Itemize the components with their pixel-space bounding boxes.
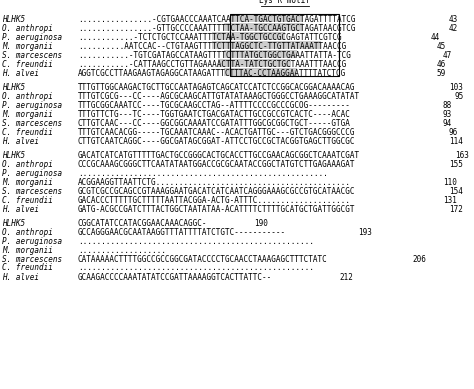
Text: HLHK5: HLHK5 [2,82,25,91]
Text: TTTGTTCTG---TC----TGGTGAATCTGACGATACTTGCCGCCGTCACTC----ACAC: TTTGTTCTG---TC----TGGTGAATCTGACGATACTTGC… [78,109,351,119]
Bar [212,32,285,40]
Text: M. morganii: M. morganii [2,42,53,51]
Text: H. alvei: H. alvei [2,273,39,282]
Text: TTTGTCAACACGG-----TGCAAATCAAAC--ACACTGATTGC---GTCTGACGGGCCCG: TTTGTCAACACGG-----TGCAAATCAAAC--ACACTGAT… [78,128,356,137]
Text: HLHK5: HLHK5 [2,219,25,228]
Text: 193: 193 [358,228,372,237]
Text: S. marcescens: S. marcescens [2,186,62,196]
Text: AGGTCGCCTTAAGAAGTAGAGGCATAAGATTTCTTTAC-CCTAAGGAATTTTATCTCG: AGGTCGCCTTAAGAAGTAGAGGCATAAGATTTCTTTAC-C… [78,68,346,77]
Text: ...........-CATTAAGCCTGTTAGAAAACTTA-TATCTGCTGCTAAATTTAACCG: ...........-CATTAAGCCTGTTAGAAAACTTA-TATC… [78,60,346,68]
Text: 190: 190 [255,219,268,228]
Text: C. freundii: C. freundii [2,263,53,273]
Text: HLHK5: HLHK5 [2,151,25,159]
Text: TTTGCGGCAAATCC----TGCGCAAGCCTAG--ATTTTCCCCGCCCGCOG---------: TTTGCGGCAAATCC----TGCGCAAGCCTAG--ATTTTCC… [78,100,351,109]
Text: S. marcescens: S. marcescens [2,51,62,60]
Text: Lys R motif: Lys R motif [259,0,310,5]
Bar [212,41,321,49]
Text: C. freundii: C. freundii [2,196,53,205]
Bar [224,50,297,58]
Text: GATG-ACGCCGATCTTTACTGGCTAATATAA-ACATTTTCTTTTGCATGCTGATTGGCGT: GATG-ACGCCGATCTTTACTGGCTAATATAA-ACATTTTC… [78,205,356,214]
Text: TTTGTTGGCAAGACTGCTTGCCAATAGAGTCAGCATCCATCTCCGGCACGGACAAAACAG: TTTGTTGGCAAGACTGCTTGCCAATAGAGTCAGCATCCAT… [78,82,356,91]
Text: ......................................................: ........................................… [78,168,328,177]
Text: O. anthropi: O. anthropi [2,91,53,100]
Bar [230,14,303,22]
Text: 44: 44 [431,33,440,42]
Text: 43: 43 [449,14,458,23]
Text: ................-CGTGAACCCAAATCAATTCA-TGACTGTGACTAGATTTTATCG: ................-CGTGAACCCAAATCAATTCA-TG… [78,14,356,23]
Text: M. morganii: M. morganii [2,109,53,119]
Text: CCCGCAAAGCGGGCTTCAATATAATGGACCGCGCAATACCGGCTATGTCTTGAGAAAGAT: CCCGCAAAGCGGGCTTCAATATAATGGACCGCGCAATACC… [78,159,356,168]
Text: 96: 96 [449,128,458,137]
Text: 172: 172 [449,205,463,214]
Text: GCCAGGGAACGCAATAAGGTTTATTTTATCTGTC-----------: GCCAGGGAACGCAATAAGGTTTATTTTATCTGTC------… [78,228,286,237]
Text: P. aeruginosa: P. aeruginosa [2,237,62,245]
Text: 212: 212 [339,273,353,282]
Text: CGGCATATCCATACGGAACAAACAGGC-: CGGCATATCCATACGGAACAAACAGGC- [78,219,208,228]
Text: P. aeruginosa: P. aeruginosa [2,100,62,109]
Text: ..........AATCCAC--CTGTAAGTTTTCTTTAGGCTC-TTGTTATAAATTAACCG: ..........AATCCAC--CTGTAAGTTTTCTTTAGGCTC… [78,42,346,51]
Text: 93: 93 [443,109,452,119]
Text: ...................................................: ........................................… [78,237,314,245]
Text: C. freundii: C. freundii [2,128,53,137]
Text: GCAAGACCCCAAATATATCCGATTAAAAGGTCACTTATTC--: GCAAGACCCCAAATATATCCGATTAAAAGGTCACTTATTC… [78,273,272,282]
Text: C. freundii: C. freundii [2,60,53,68]
Bar [224,23,303,31]
Text: 95: 95 [455,91,464,100]
Text: M. morganii: M. morganii [2,245,53,254]
Text: 42: 42 [449,23,458,33]
Text: M. morganii: M. morganii [2,177,53,186]
Text: 88: 88 [443,100,452,109]
Text: 154: 154 [449,186,463,196]
Text: ............-TCTCTGCTCCAAATTTTCTAA-TGGCTGCCGCGAGTATTCGTCG: ............-TCTCTGCTCCAAATTTTCTAA-TGGCT… [78,33,342,42]
Text: 131: 131 [443,196,456,205]
Text: H. alvei: H. alvei [2,68,39,77]
Text: O. anthropi: O. anthropi [2,228,53,237]
Text: 46: 46 [437,60,446,68]
Text: ................-GTTGCCCCAAATTTTTCTAA-TGCCAAGTGCTAGATAACGTCG: ................-GTTGCCCCAAATTTTTCTAA-TG… [78,23,356,33]
Text: 45: 45 [437,42,446,51]
Text: O. anthropi: O. anthropi [2,23,53,33]
Text: 47: 47 [443,51,452,60]
Text: H. alvei: H. alvei [2,205,39,214]
Text: S. marcescens: S. marcescens [2,119,62,128]
Text: S. marcescens: S. marcescens [2,254,62,263]
Text: 103: 103 [449,82,463,91]
Text: 94: 94 [443,119,452,128]
Bar [230,14,339,76]
Text: ...................................................: ........................................… [78,263,314,273]
Text: CTTGTCAATCAGGC----GGCGATAGCGGAT-ATTCCTGCCGCTACGGTGAGCTTGGCGC: CTTGTCAATCAGGC----GGCGATAGCGGAT-ATTCCTGC… [78,137,356,145]
Text: 155: 155 [449,159,463,168]
Text: CATAAAAACTTTTGGCCGCCGGCGATACCCCTGCAACCTAAAGAGCTTTCTATC: CATAAAAACTTTTGGCCGCCGGCGATACCCCTGCAACCTA… [78,254,328,263]
Bar [218,59,291,67]
Text: ...................: ................... [78,245,166,254]
Text: ...........-TGTCGATAGCCATAAGTTTTCTTTATGCTGGCTGAAATTATTA-TCG: ...........-TGTCGATAGCCATAAGTTTTCTTTATGC… [78,51,351,60]
Text: GACATCATCATGTTTTTGACTGCCGGGCACTGCACCTTGCCGAACAGCGGCTCAAATCGAT: GACATCATCATGTTTTTGACTGCCGGGCACTGCACCTTGC… [78,151,360,159]
Text: O. anthropi: O. anthropi [2,159,53,168]
Text: 110: 110 [443,177,456,186]
Text: P. aeruginosa: P. aeruginosa [2,168,62,177]
Text: 59: 59 [437,68,446,77]
Text: 206: 206 [412,254,426,263]
Bar [224,68,297,76]
Text: HLHK5: HLHK5 [2,14,25,23]
Text: CTTGTCAAC---CC----GGCGGCAAAATCCGATATTTGGCGCGGCTGCT-----GTGA: CTTGTCAAC---CC----GGCGGCAAAATCCGATATTTGG… [78,119,351,128]
Text: 163: 163 [455,151,469,159]
Text: GCGTCGCCGCAGCCGTAAAGGAATGACATCATCAATCAGGGAAAGCGCCGTGCATAACGC: GCGTCGCCGCAGCCGTAAAGGAATGACATCATCAATCAGG… [78,186,356,196]
Text: 114: 114 [449,137,463,145]
Text: GACACCCTTTTTGCTTTTTAATTACGGA-ACTG-ATTTC....................: GACACCCTTTTTGCTTTTTAATTACGGA-ACTG-ATTTC.… [78,196,351,205]
Text: ACGGAAGGTTAATTCTG..........................................: ACGGAAGGTTAATTCTG.......................… [78,177,351,186]
Text: TTTGTCGCG---CC----AGCGCAAGCATTGTATATAAAGCTGGGCCTGAAAGGCATATAT: TTTGTCGCG---CC----AGCGCAAGCATTGTATATAAAG… [78,91,360,100]
Text: H. alvei: H. alvei [2,137,39,145]
Text: P. aeruginosa: P. aeruginosa [2,33,62,42]
